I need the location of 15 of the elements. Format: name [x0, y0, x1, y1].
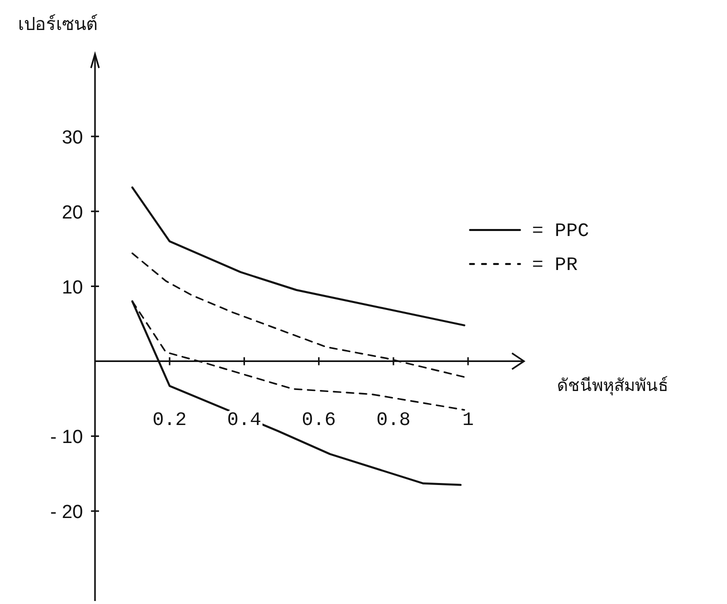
y-axis-title: เปอร์เซนต์ — [18, 14, 98, 35]
legend-label: = PPC — [532, 220, 590, 242]
y-tick-label: - 20 — [50, 502, 83, 524]
y-tick-label: - 10 — [50, 427, 83, 448]
x-tick-label: 0.4 — [227, 409, 262, 432]
x-tick-label: 0.2 — [152, 409, 187, 432]
x-tick-label: 0.8 — [376, 409, 411, 432]
y-tick-label: 30 — [62, 127, 83, 148]
x-axis-title: ดัชนีพหุสัมพันธ์ — [557, 376, 668, 396]
x-tick-label: 1 — [462, 409, 474, 432]
legend-label: = PR — [532, 254, 578, 276]
y-tick-label: 20 — [62, 202, 83, 224]
x-tick-label: 0.6 — [302, 409, 336, 432]
y-tick-label: 10 — [62, 277, 83, 298]
line-series — [131, 186, 466, 326]
